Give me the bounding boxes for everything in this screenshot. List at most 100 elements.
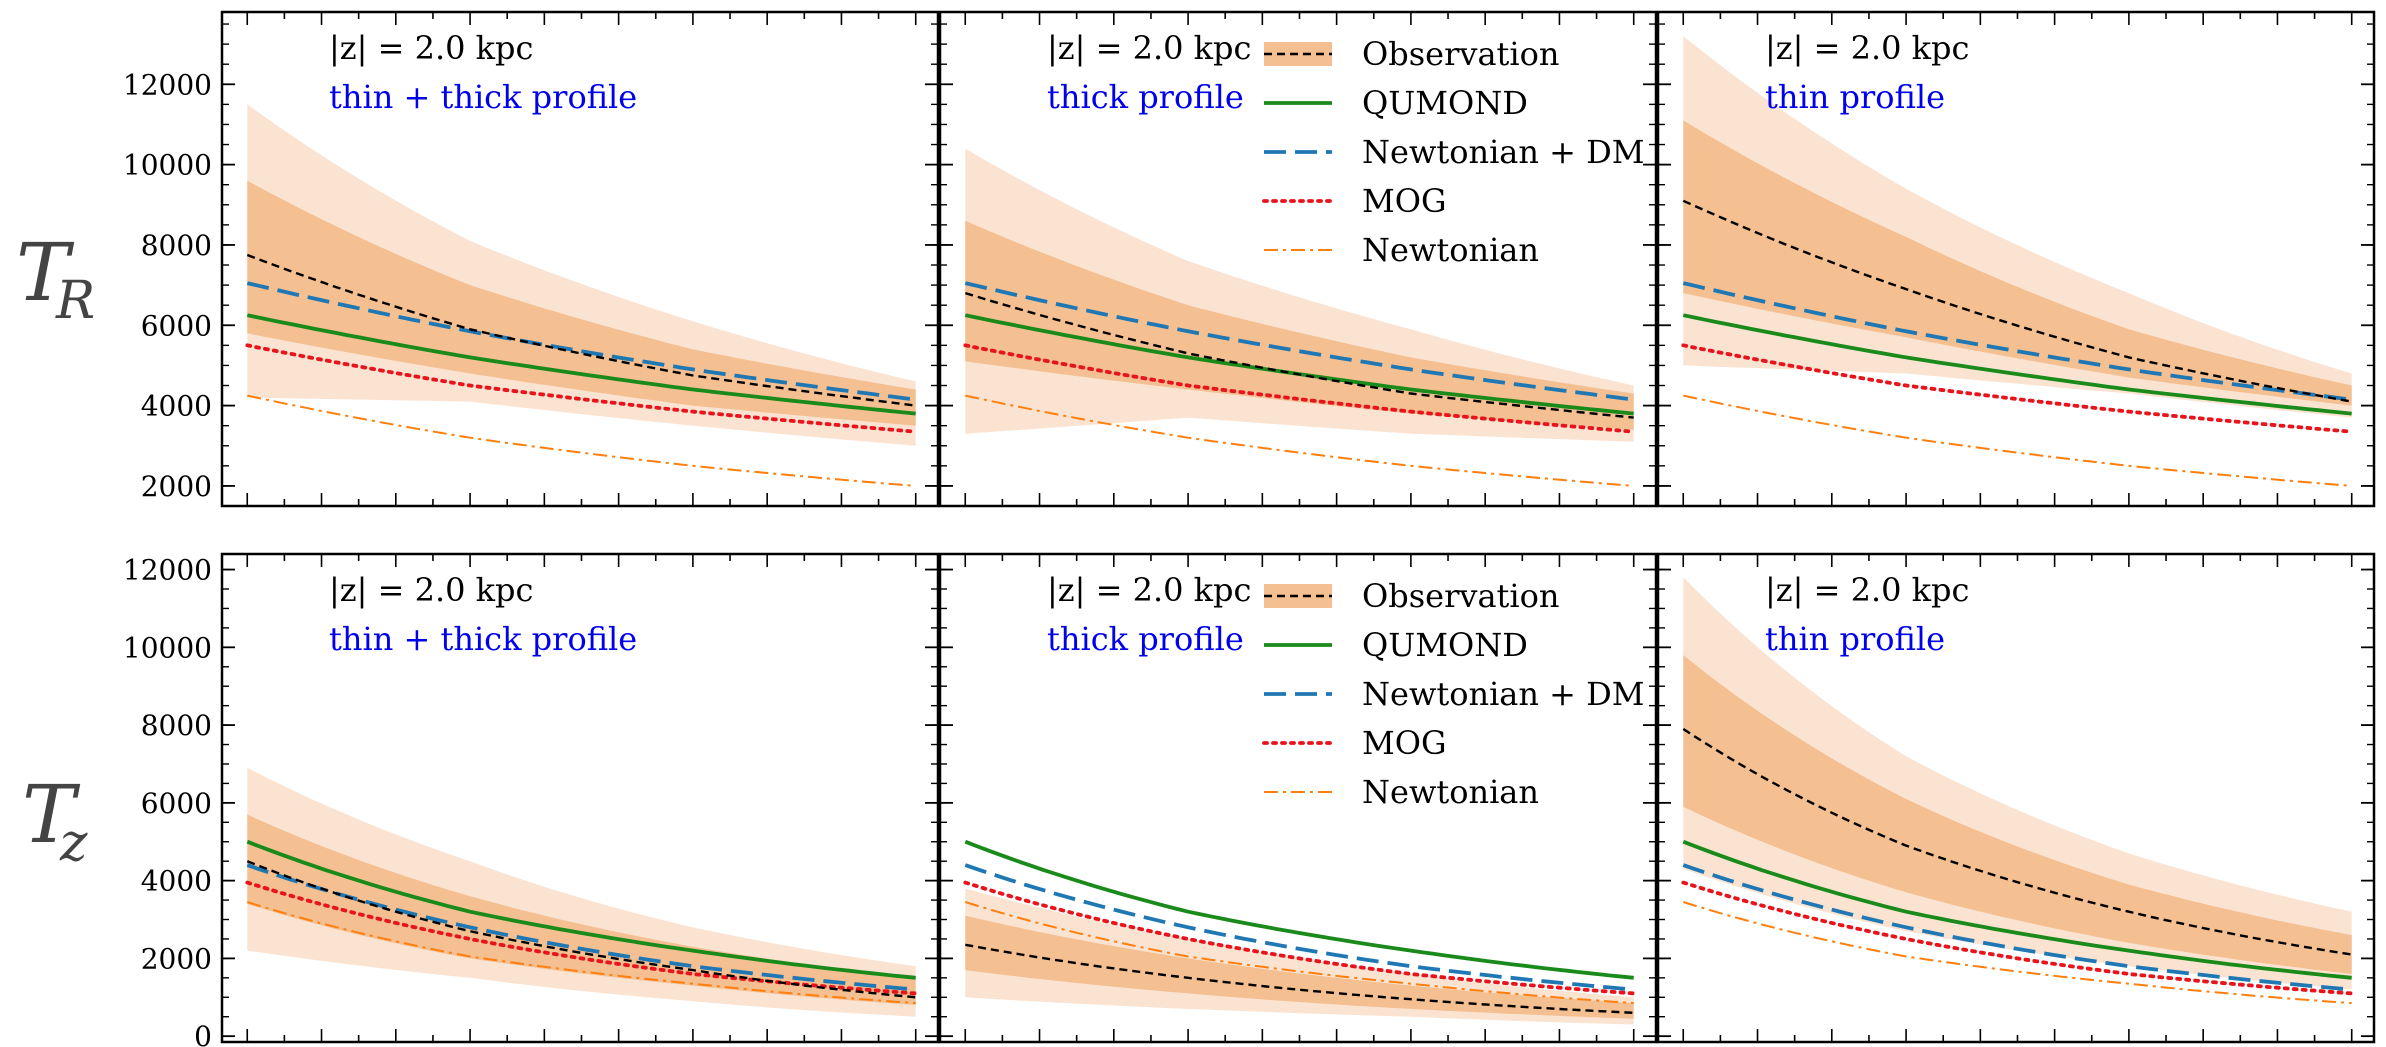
observation-band-outer — [1683, 577, 2352, 990]
panels: 2000 4000 6000 8000 10000 12000 |z| = 2.0 kpc t… — [123, 10, 2376, 1047]
legend-label: Newtonian — [1362, 231, 1539, 269]
axes-frame — [1656, 10, 2376, 508]
series-line-observation — [246, 253, 916, 407]
y-tick-label: 2000 — [141, 942, 212, 975]
legend-label: QUMOND — [1362, 84, 1528, 122]
series-line-newtonian-dm — [246, 281, 916, 402]
axes-frame — [1656, 552, 2376, 1044]
series-line-newtonian-dm — [1682, 281, 2352, 402]
y-tick-label: 8000 — [141, 229, 212, 262]
panel-r1c1: |z| = 2.0 kpc thick profile Observation QUM… — [938, 552, 1658, 1044]
series-line-newtonian — [247, 394, 916, 487]
profile-label: thin + thick profile — [329, 620, 637, 658]
z-annotation: |z| = 2.0 kpc — [1765, 29, 1969, 67]
legend-entry-newtonian: Newtonian — [1264, 231, 1539, 269]
legend-label: Newtonian + DM — [1362, 133, 1645, 171]
legend: Observation QUMOND Newtonian + DM MOG Newton… — [1262, 577, 1645, 811]
series-line-observation — [964, 291, 1634, 419]
legend-entry-observation: Observation — [1264, 35, 1560, 73]
series-line-newtonian-dm — [964, 863, 1634, 992]
series-line-observation — [965, 943, 1634, 1014]
series-line-mog — [1681, 343, 2354, 434]
legend-entry-mog: MOG — [1262, 724, 1447, 762]
panel-r0c1: |z| = 2.0 kpc thick profile Observation QUM… — [938, 10, 1658, 508]
series-line-newtonian — [1682, 901, 2352, 1005]
profile-label: thin + thick profile — [329, 78, 637, 116]
profile-label: thin profile — [1765, 78, 1945, 116]
series-line-newtonian — [1683, 394, 2352, 487]
axes-frame — [938, 552, 1658, 1044]
plot-area — [963, 148, 1636, 487]
series-line-mog — [245, 343, 918, 434]
legend-entry-observation: Observation — [1264, 577, 1560, 615]
series-line-qumond — [246, 839, 916, 980]
z-annotation: |z| = 2.0 kpc — [1047, 29, 1251, 67]
series-line-qumond — [964, 839, 1634, 980]
observation-band-inner — [1683, 655, 2352, 974]
z-annotation: |z| = 2.0 kpc — [329, 571, 533, 609]
legend-entry-qumond: QUMOND — [1264, 626, 1528, 664]
series-line-newtonian — [246, 901, 916, 1005]
series-line-newtonian — [965, 394, 1634, 487]
observation-band-inner — [1683, 120, 2352, 406]
series-line-newtonian-dm — [1682, 863, 2352, 992]
series-line-mog — [963, 880, 1636, 996]
legend-label: Newtonian — [1362, 773, 1539, 811]
y-tick-label: 6000 — [141, 309, 212, 342]
legend-label: MOG — [1362, 182, 1447, 220]
legend-entry-newtonian-dm: Newtonian + DM — [1264, 675, 1645, 713]
observation-band-inner — [247, 180, 916, 426]
legend-entry-newtonian-dm: Newtonian + DM — [1264, 133, 1645, 171]
y-tick-label: 12000 — [123, 554, 212, 587]
row-labels: T R T z — [16, 226, 95, 873]
profile-label: thick profile — [1047, 78, 1244, 116]
series-line-mog — [1681, 880, 2354, 996]
row-label-tz-sub: z — [59, 813, 88, 873]
row-label-tr-sub: R — [55, 271, 95, 331]
plot-area — [245, 767, 918, 1017]
observation-band-outer — [247, 767, 916, 1017]
legend-entry-qumond: QUMOND — [1264, 84, 1528, 122]
axes-frame — [220, 552, 940, 1044]
y-tick-label: 10000 — [123, 631, 212, 664]
legend-entry-newtonian: Newtonian — [1264, 773, 1539, 811]
series-line-observation — [1682, 727, 2352, 956]
panel-r0c0: 2000 4000 6000 8000 10000 12000 |z| = 2.0 kpc t… — [123, 10, 940, 508]
legend-label: Newtonian + DM — [1362, 675, 1645, 713]
y-tick-label: 6000 — [141, 787, 212, 820]
legend-label: QUMOND — [1362, 626, 1528, 664]
series-line-qumond — [1682, 313, 2352, 416]
legend-entry-mog: MOG — [1262, 182, 1447, 220]
y-tick-label: 4000 — [141, 390, 212, 423]
panel-r1c2: |z| = 2.0 kpc thin profile — [1656, 552, 2376, 1044]
plot-area — [963, 839, 1636, 1025]
row-label-tz-main: T — [22, 768, 81, 861]
z-annotation: |z| = 2.0 kpc — [1765, 571, 1969, 609]
y-tick-label: 10000 — [123, 149, 212, 182]
series-line-qumond — [1682, 839, 2352, 980]
z-annotation: |z| = 2.0 kpc — [329, 29, 533, 67]
y-tick-label: 12000 — [123, 68, 212, 101]
series-line-newtonian-dm — [246, 863, 916, 992]
axes-frame — [220, 10, 940, 508]
y-tick-label: 8000 — [141, 709, 212, 742]
series-line-qumond — [246, 313, 916, 416]
plot-area — [1681, 577, 2354, 1005]
axes-frame — [938, 10, 1658, 508]
y-tick-label: 4000 — [141, 865, 212, 898]
y-tick-label: 0 — [194, 1020, 212, 1047]
series-line-observation — [1682, 199, 2352, 403]
plot-area — [1681, 36, 2354, 487]
series-line-observation — [246, 860, 916, 999]
series-line-newtonian-dm — [964, 281, 1634, 402]
panel-r1c0: 0 2000 4000 6000 8000 10000 12000 |z| = 2.0 kpc… — [123, 552, 940, 1047]
profile-label: thin profile — [1765, 620, 1945, 658]
panel-r0c2: |z| = 2.0 kpc thin profile — [1656, 10, 2376, 508]
y-tick-label: 2000 — [141, 470, 212, 503]
profile-label: thick profile — [1047, 620, 1244, 658]
observation-band-inner — [965, 915, 1634, 1019]
series-line-newtonian — [964, 901, 1634, 1005]
legend-label: Observation — [1362, 35, 1560, 73]
observation-band-outer — [965, 888, 1634, 1025]
